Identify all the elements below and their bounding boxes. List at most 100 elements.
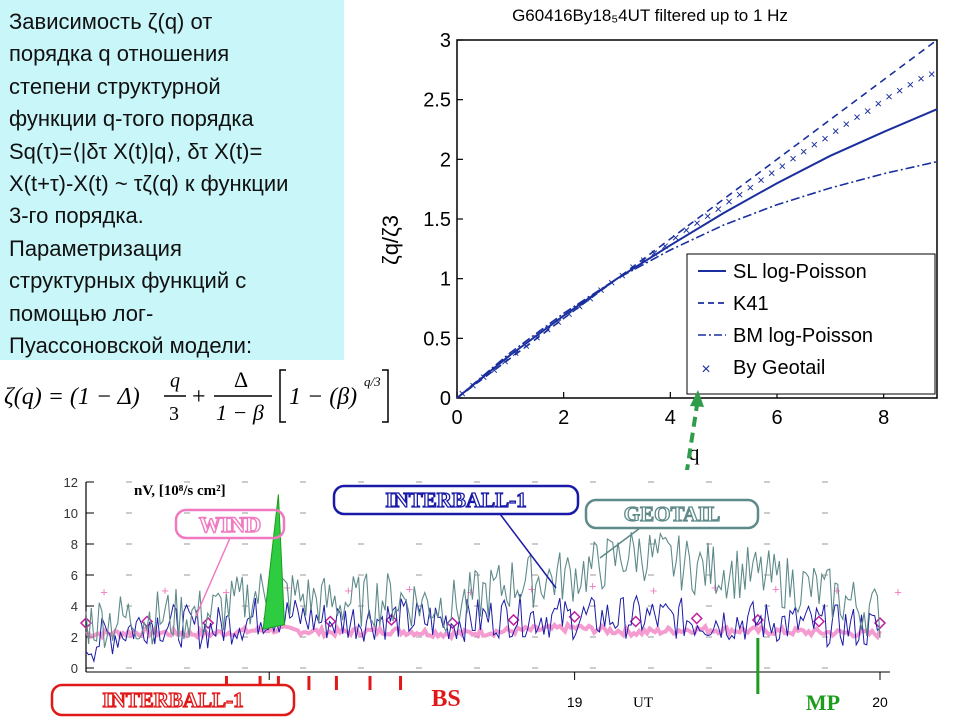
geotail-x-point: ×: [469, 378, 477, 393]
chart-title: G60416By18₅4UT filtered up to 1 Hz: [512, 6, 788, 25]
geotail-x-point: ×: [629, 260, 637, 275]
interball-bottom-box: [50, 683, 296, 717]
wind-plus-marker: +: [345, 583, 353, 598]
desc-line: структурных функций с: [9, 268, 247, 294]
legend-x-marker: ×: [701, 361, 710, 378]
geotail-x-point: ×: [715, 201, 723, 216]
desc-line: 3-го порядка.: [9, 203, 144, 229]
wind-diamond-marker: [79, 616, 93, 630]
geotail-x-point: ×: [853, 109, 861, 124]
y-tick-label: 4: [71, 599, 78, 614]
x-tick-label: 0: [451, 407, 462, 429]
geotail-x-point: ×: [747, 180, 755, 195]
geotail-x-point: ×: [480, 370, 488, 385]
desc-line: Параметризация: [9, 235, 182, 261]
desc-line: X(t+τ)-X(t) ~ τζ(q) к функции: [9, 171, 289, 197]
wind-diamond-marker: [324, 615, 337, 628]
series-dashed-line: [456, 39, 938, 399]
description-box: Зависимость ζ(q) от порядка q отношения …: [0, 0, 344, 360]
wind-plus-marker: +: [894, 585, 902, 600]
y-axis-label: ζq/ζ3: [378, 215, 403, 265]
formula-bracket-content: 1 − (β): [289, 384, 357, 410]
formula-plus: +: [192, 384, 206, 410]
geotail-x-point: ×: [757, 173, 765, 188]
desc-line: Зависимость ζ(q) от: [9, 9, 213, 34]
geotail-x-point: ×: [843, 117, 851, 132]
geotail-x-point: ×: [491, 362, 499, 377]
geotail-x-point: ×: [555, 315, 563, 330]
desc-line: степени структурной: [9, 73, 221, 99]
bottom-series: + + + + + + + + + + + + + +: [79, 494, 902, 664]
y-tick-label: 1.5: [423, 209, 451, 231]
geotail-x-point: ×: [661, 238, 669, 253]
y-tick-label: 0: [440, 388, 451, 410]
series-dashdot-line: [456, 160, 938, 399]
series-geotail-trace: [85, 531, 881, 648]
interball-bottom-label: INTERBALL-1: [102, 688, 243, 712]
y-tick-label: 10: [64, 506, 78, 521]
wind-diamond-marker: [629, 615, 642, 628]
formula-q: q: [170, 370, 180, 392]
geotail-markers: ××× ××× ××× ×× ××× × ×× × × ×× × × × × × × × × × × × × × × × × × × ×…: [459, 66, 936, 401]
y-tick-label: 2.5: [423, 90, 451, 112]
desc-line: функции q-того порядка: [9, 106, 254, 132]
y-tick-label: 3: [440, 30, 451, 52]
wind-diamond-marker: [202, 616, 215, 630]
x-tick-label: 6: [771, 407, 782, 429]
y-tick-label: 2: [440, 149, 451, 171]
legend-label: BM log-Poisson: [733, 325, 873, 347]
geotail-connector: [599, 527, 641, 559]
axis-ticks: 0 2 4 6 8 0 0.5 1 1.5 2 2.5 3: [423, 30, 889, 429]
x-tick-label: 19: [567, 694, 583, 710]
geotail-x-point: ×: [565, 306, 573, 321]
geotail-x-point: ×: [501, 354, 509, 369]
legend-label: By Geotail: [733, 357, 825, 379]
formula-three: 3: [169, 403, 179, 425]
geotail-x-point: ×: [597, 282, 605, 297]
geotail-x-point: ×: [864, 103, 872, 118]
bottom-y-label: nV, [10⁸/s cm²]: [134, 483, 226, 499]
geotail-x-point: ×: [523, 338, 531, 353]
zeta-ratio-chart: G60416By18₅4UT filtered up to 1 Hz 0 2 4 6 8…: [378, 6, 938, 470]
desc-line: Sq(τ)=⟨|δτ X(t)|q⟩, δτ X(t)=: [9, 138, 263, 164]
legend-box: [686, 253, 936, 395]
geotail-x-point: ×: [651, 245, 659, 260]
desc-line: помощью лог-: [9, 300, 154, 326]
wind-plus-marker: +: [772, 582, 780, 597]
wind-diamond-marker: [690, 612, 703, 625]
interball-label-box: [332, 484, 580, 516]
geotail-label: GEOTAIL: [624, 502, 720, 526]
y-tick-label: 12: [64, 475, 78, 490]
legend-label: SL log-Poisson: [733, 261, 867, 283]
wind-plus-marker: +: [528, 582, 536, 597]
series-wind-trace: [85, 620, 882, 642]
log-poisson-formula: ζ(q) = (1 − Δ) q 3 + Δ 1 − β 1 − (β) q/3: [4, 367, 389, 425]
green-arrow-line: [685, 404, 699, 470]
formula-lhs: ζ(q) = (1 − Δ): [4, 384, 140, 410]
geotail-x-point: ×: [512, 346, 520, 361]
y-tick-label: 2: [71, 630, 78, 645]
geotail-x-point: ×: [928, 66, 936, 81]
geotail-x-point: ×: [885, 89, 893, 104]
desc-line: порядка q отношения: [9, 41, 230, 67]
geotail-x-point: ×: [800, 144, 808, 159]
x-tick-label: 2: [558, 407, 569, 429]
series-lines: [456, 39, 938, 399]
x-axis-label: q: [689, 440, 700, 465]
bs-label: BS: [431, 686, 460, 712]
geotail-x-point: ×: [587, 291, 595, 306]
geotail-x-point: ×: [811, 137, 819, 152]
wind-diamond-marker: [812, 615, 825, 628]
geotail-x-point: ×: [875, 96, 883, 111]
legend-label: K41: [733, 293, 769, 315]
green-arrow-head: [690, 390, 704, 407]
geotail-x-point: ×: [533, 330, 541, 345]
formula-exponent: q/3: [364, 374, 381, 389]
desc-line: Пуассоновской модели:: [9, 333, 253, 359]
geotail-x-point: ×: [896, 83, 904, 98]
x-tick-label: 4: [665, 407, 676, 429]
mp-label: MP: [806, 690, 840, 715]
wind-label-box: [174, 508, 286, 540]
geotail-x-point: ×: [683, 223, 691, 238]
formula-right-bracket: [382, 369, 389, 423]
